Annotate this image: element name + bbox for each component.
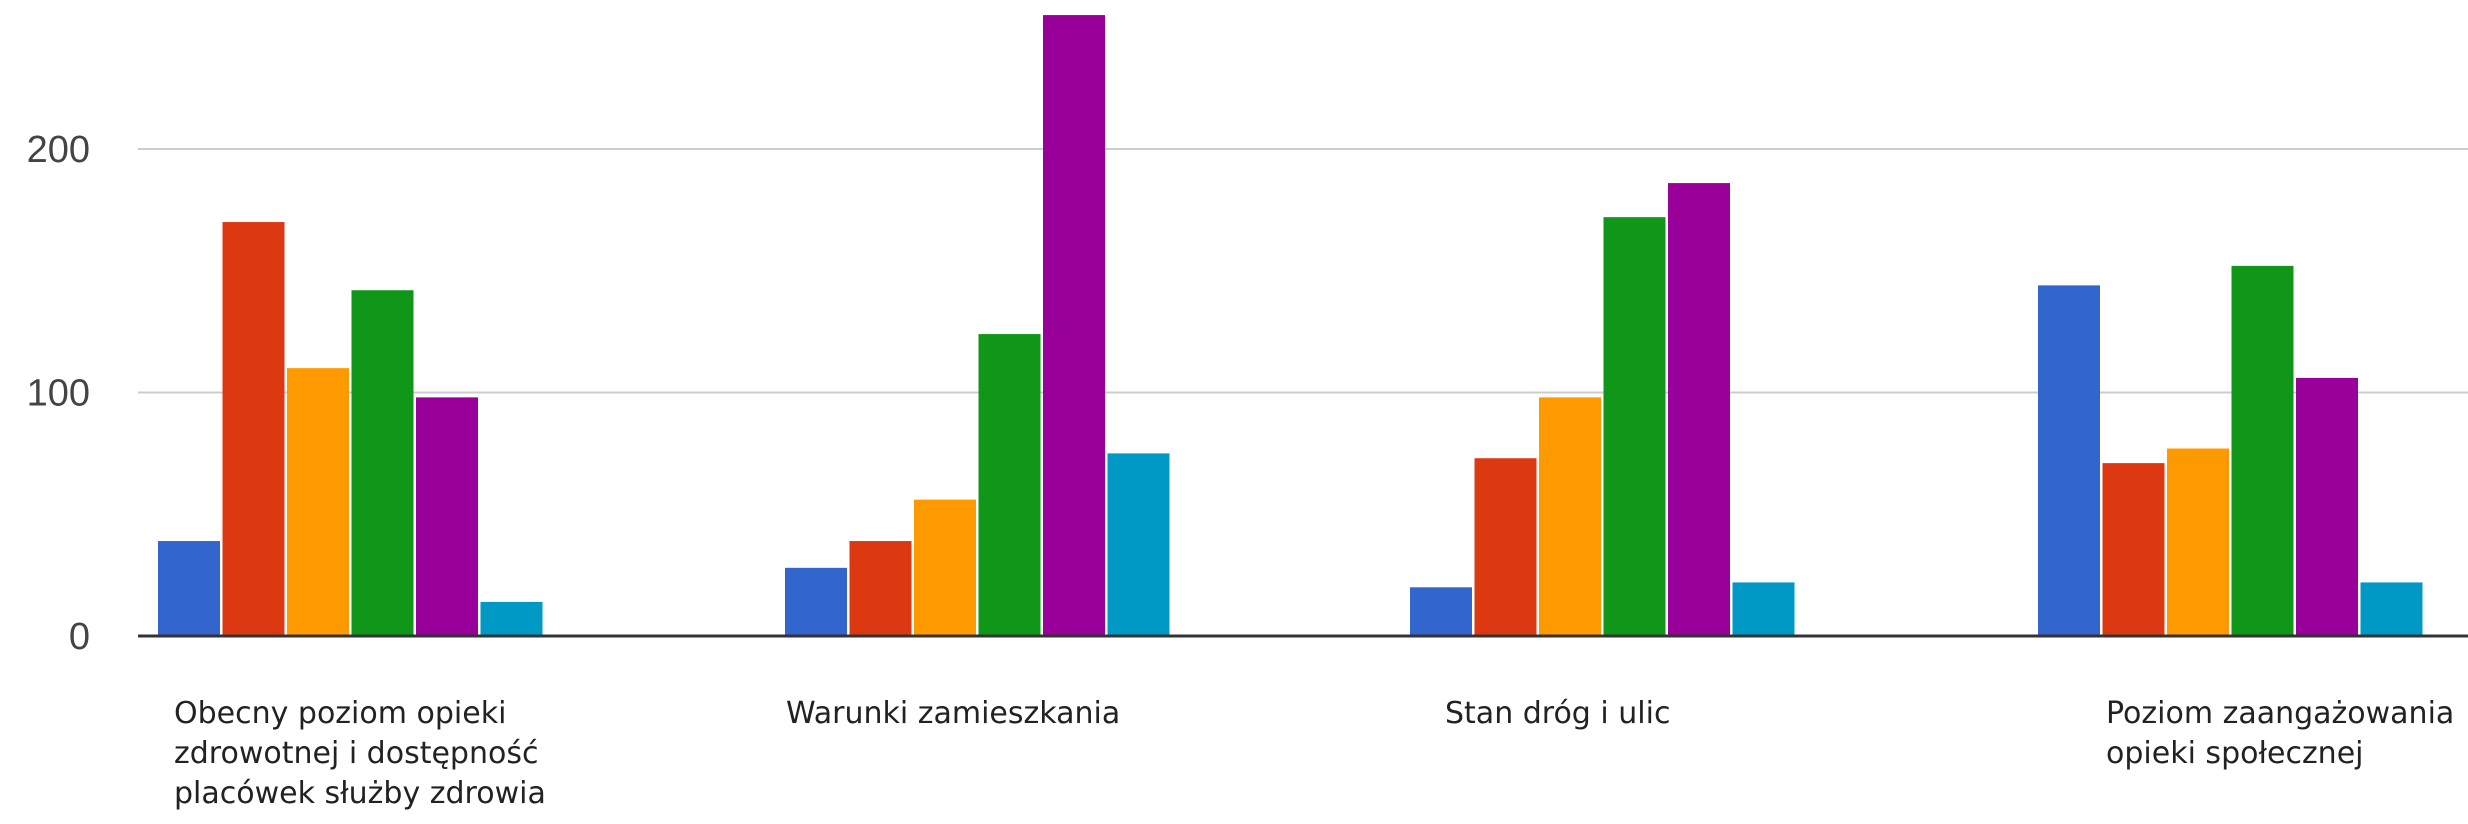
bar-category-1-series-3 <box>287 368 349 636</box>
bars <box>158 15 2423 637</box>
category-label-2: Warunki zamieszkania <box>786 696 1121 731</box>
bar-category-3-series-6 <box>1732 582 1795 636</box>
bar-category-4-series-3 <box>2167 448 2229 636</box>
y-tick-label-200: 200 <box>27 129 90 171</box>
bar-category-4-series-1 <box>2038 285 2100 636</box>
category-label-1: Obecny poziom opieki zdrowotnej i dostęp… <box>174 696 546 811</box>
y-tick-label-0: 0 <box>69 616 90 658</box>
y-tick-label-100: 100 <box>27 373 90 415</box>
category-label-3: Stan dróg i ulic <box>1445 696 1671 731</box>
bar-category-4-series-4 <box>2231 265 2294 636</box>
bar-category-3-series-4 <box>1603 217 1666 636</box>
bar-category-2-series-5 <box>1043 15 1105 636</box>
bar-category-2-series-2 <box>849 541 912 636</box>
bar-category-4-series-2 <box>2102 463 2165 636</box>
bar-category-2-series-4 <box>978 334 1041 636</box>
bar-category-1-series-5 <box>416 397 478 636</box>
bar-category-3-series-5 <box>1668 183 1730 636</box>
bar-category-3-series-2 <box>1474 458 1537 636</box>
gridlines <box>138 148 2468 394</box>
category-label-4: Poziom zaangażowania opieki społecznej <box>2106 696 2455 771</box>
bar-category-1-series-1 <box>158 541 220 636</box>
bar-category-2-series-1 <box>785 567 847 636</box>
bar-category-2-series-6 <box>1107 453 1170 636</box>
bar-category-4-series-6 <box>2360 582 2423 636</box>
bar-category-2-series-3 <box>914 499 976 636</box>
bar-category-1-series-2 <box>222 222 285 637</box>
bar-category-4-series-5 <box>2296 377 2358 636</box>
bar-category-3-series-1 <box>1410 587 1472 636</box>
bar-category-3-series-3 <box>1539 397 1601 636</box>
y-axis-tick-labels: 0 100 200 <box>27 129 90 658</box>
bar-category-1-series-6 <box>480 601 543 636</box>
bar-category-1-series-4 <box>351 290 414 636</box>
